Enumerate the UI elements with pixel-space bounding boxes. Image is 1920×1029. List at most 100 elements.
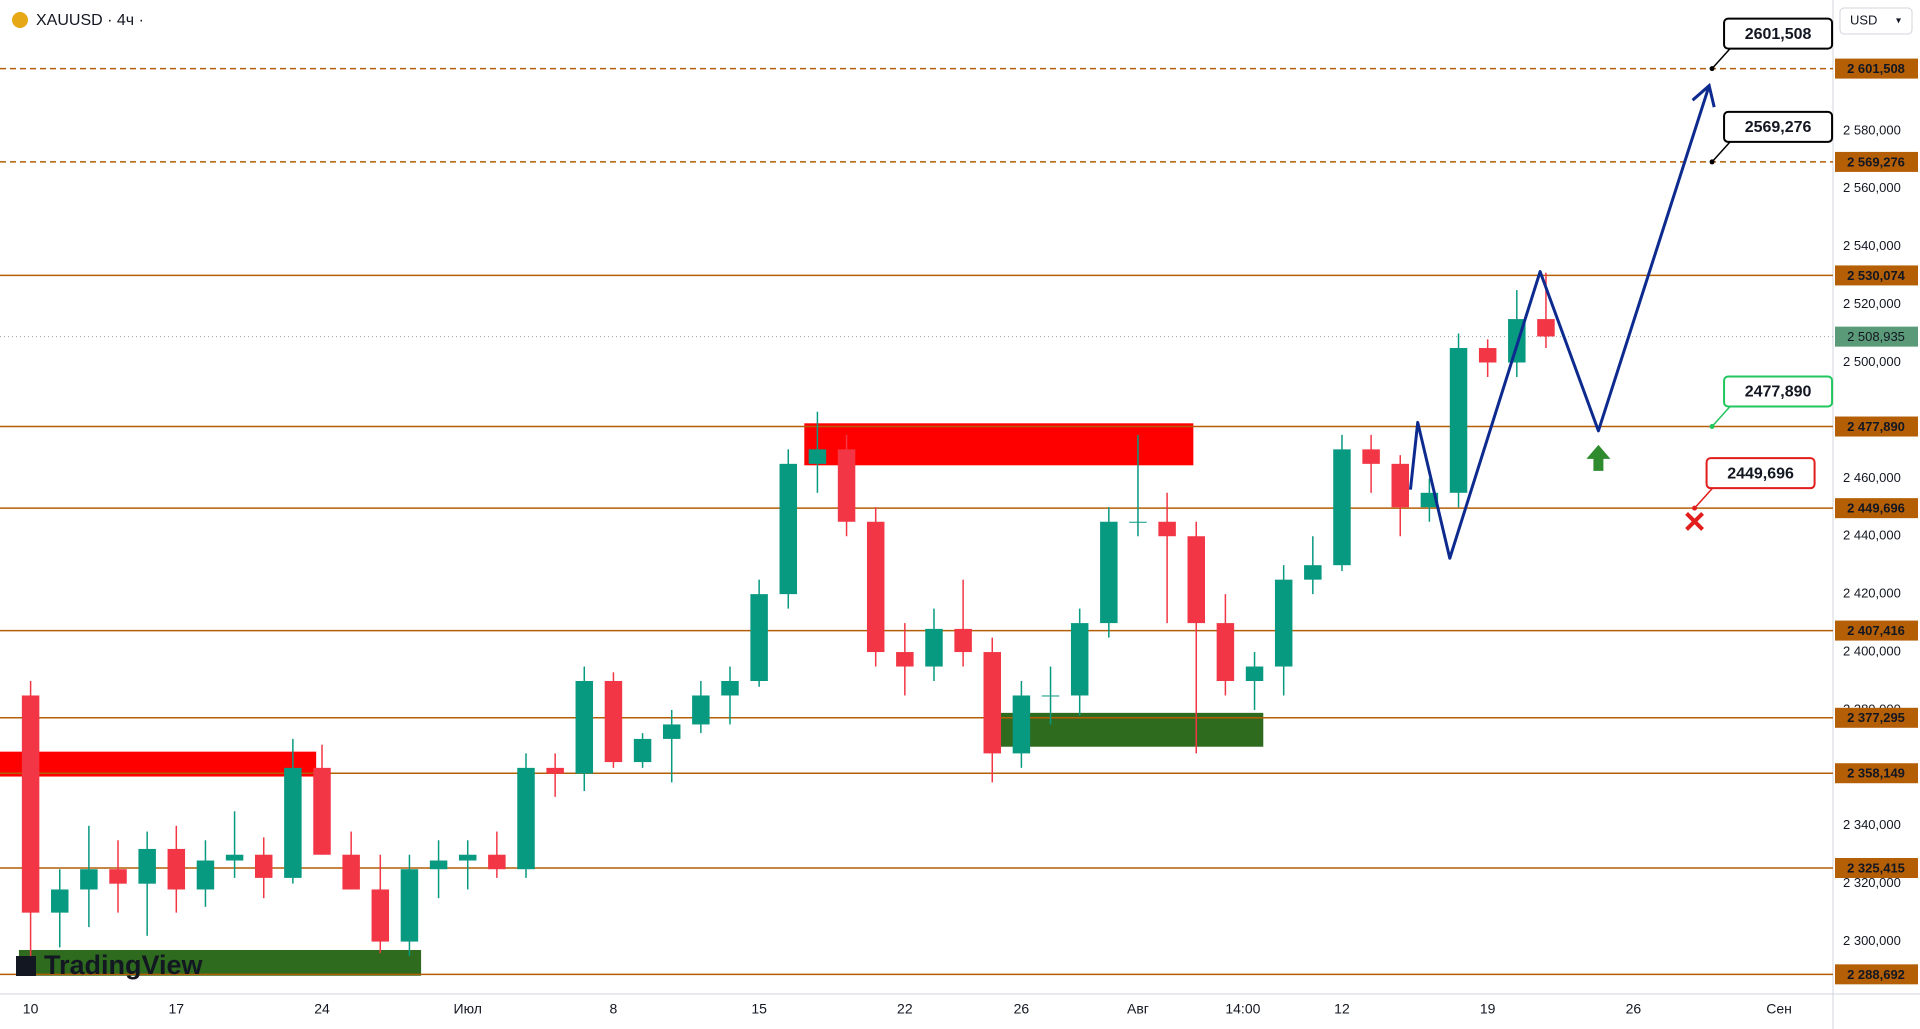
candle-body bbox=[837, 449, 856, 522]
level-tag-label: 2 530,074 bbox=[1847, 268, 1906, 283]
x-tick-label: Июл bbox=[454, 1001, 482, 1017]
candle-body bbox=[1304, 565, 1322, 580]
candle-body bbox=[429, 860, 448, 870]
candle-body bbox=[109, 869, 127, 884]
candle-body bbox=[1362, 449, 1380, 464]
candle-body bbox=[1537, 319, 1555, 337]
candle-body bbox=[1274, 579, 1293, 667]
candle-body bbox=[546, 767, 564, 774]
callout-point bbox=[1709, 424, 1715, 430]
candle-body bbox=[662, 724, 681, 739]
zone bbox=[804, 423, 1194, 466]
candle-body bbox=[400, 869, 419, 942]
level-tag bbox=[1835, 416, 1918, 437]
candle-body bbox=[983, 652, 1002, 754]
candle-body bbox=[1478, 348, 1497, 363]
currency-button[interactable] bbox=[1839, 7, 1913, 35]
zone bbox=[0, 751, 317, 777]
candle-body bbox=[1449, 348, 1468, 493]
candle-body bbox=[1187, 536, 1206, 624]
callout-leader bbox=[1694, 487, 1714, 509]
callout-box bbox=[1723, 375, 1834, 408]
candle-body bbox=[1391, 463, 1409, 508]
candle-body bbox=[721, 681, 739, 696]
candle-body bbox=[371, 889, 390, 942]
x-tick-label: 22 bbox=[897, 1001, 913, 1017]
candle-body bbox=[1129, 521, 1147, 523]
candle-body bbox=[1012, 695, 1031, 754]
callout-label: 2477,890 bbox=[1745, 384, 1812, 401]
candle-body bbox=[488, 854, 506, 870]
candle-body bbox=[896, 652, 914, 667]
callout-leader bbox=[1711, 406, 1731, 428]
x-tick-label: 10 bbox=[23, 1001, 39, 1017]
candle-body bbox=[954, 628, 972, 653]
level-tag-label: 2 477,890 bbox=[1847, 419, 1905, 434]
candle-body bbox=[1333, 449, 1351, 566]
candle-body bbox=[1158, 521, 1176, 537]
last-price-label: 2 508,935 bbox=[1847, 329, 1905, 344]
callout-box bbox=[1705, 457, 1816, 490]
callout-point bbox=[1692, 505, 1698, 511]
callout-point bbox=[1709, 66, 1715, 72]
marker-arrow-up bbox=[1586, 444, 1611, 471]
candle-body bbox=[342, 854, 360, 890]
candle-body bbox=[517, 767, 535, 870]
x-tick-label: 8 bbox=[610, 1001, 618, 1017]
symbol-title[interactable]: XAUUSD · 4ч · bbox=[36, 12, 144, 29]
x-tick-label: 19 bbox=[1480, 1001, 1496, 1017]
y-tick-label: 2 320,000 bbox=[1843, 875, 1901, 890]
x-tick-label: 26 bbox=[1014, 1001, 1030, 1017]
candle-body bbox=[779, 463, 798, 595]
y-tick-label: 2 340,000 bbox=[1843, 817, 1901, 832]
y-tick-label: 2 460,000 bbox=[1843, 470, 1901, 485]
currency-caret: ▾ bbox=[1896, 16, 1901, 27]
candle-body bbox=[604, 681, 623, 763]
candle-body bbox=[80, 869, 98, 890]
callout-box bbox=[1723, 110, 1834, 143]
logo-text: TradingView bbox=[44, 950, 204, 980]
projection-arrowhead bbox=[1691, 82, 1716, 108]
x-tick-label: Авг bbox=[1127, 1001, 1149, 1017]
callout-label: 2569,276 bbox=[1745, 119, 1812, 136]
logo-icon bbox=[16, 956, 36, 976]
callout-leader bbox=[1711, 141, 1731, 163]
candle-body bbox=[1100, 521, 1118, 624]
candle-body bbox=[167, 848, 186, 890]
callout-leader bbox=[1711, 48, 1731, 70]
x-tick-label: 24 bbox=[314, 1001, 330, 1017]
candle-body bbox=[1041, 695, 1060, 697]
candle-body bbox=[313, 767, 331, 855]
level-tag-label: 2 358,149 bbox=[1847, 766, 1905, 781]
y-tick-label: 2 520,000 bbox=[1843, 296, 1901, 311]
x-tick-label: 15 bbox=[751, 1001, 767, 1017]
x-tick-label: 17 bbox=[169, 1001, 185, 1017]
level-tag-label: 2 377,295 bbox=[1847, 710, 1905, 725]
level-tag-label: 2 325,415 bbox=[1847, 860, 1905, 875]
marker-cross bbox=[1685, 512, 1704, 531]
candle-body bbox=[50, 889, 69, 913]
candle-body bbox=[1216, 623, 1235, 682]
candle-body bbox=[808, 449, 827, 464]
candle-body bbox=[575, 681, 594, 774]
projection-line bbox=[1408, 85, 1711, 560]
x-tick-label: 14:00 bbox=[1225, 1001, 1260, 1017]
candle-body bbox=[254, 854, 273, 878]
y-tick-label: 2 400,000 bbox=[1843, 643, 1901, 658]
level-tag bbox=[1835, 498, 1918, 519]
candle-body bbox=[633, 738, 652, 763]
y-tick-label: 2 540,000 bbox=[1843, 238, 1901, 253]
y-tick-label: 2 580,000 bbox=[1843, 122, 1901, 137]
level-tag-label: 2 449,696 bbox=[1847, 501, 1905, 516]
level-tag bbox=[1835, 858, 1918, 879]
level-tag bbox=[1835, 763, 1918, 784]
callout-label: 2601,508 bbox=[1745, 26, 1812, 43]
candle-body bbox=[925, 628, 943, 667]
y-tick-label: 2 440,000 bbox=[1843, 528, 1901, 543]
candle-body bbox=[692, 695, 710, 725]
currency-label[interactable]: USD bbox=[1850, 12, 1877, 27]
level-tag bbox=[1835, 58, 1918, 79]
